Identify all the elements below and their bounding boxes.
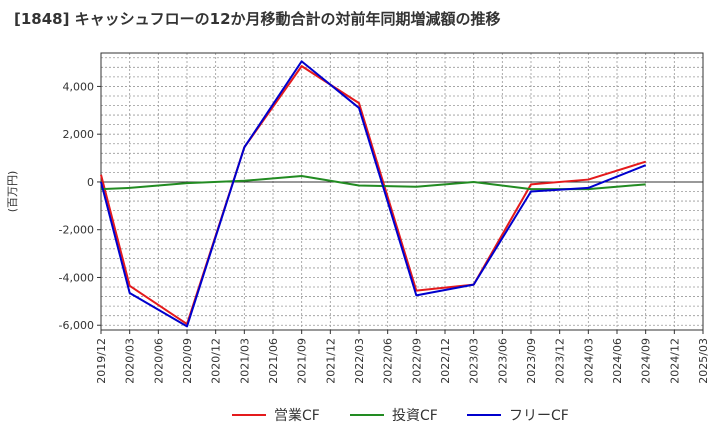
x-tick-label: 2024/09 [640,338,653,384]
x-tick-label: 2023/09 [525,338,538,384]
series-line [100,65,646,326]
x-tick-label: 2023/03 [468,338,481,384]
chart-title: [1848] キャッシュフローの12か月移動合計の対前年同期増減額の推移 [14,10,501,28]
x-tick-label: 2022/03 [353,338,366,384]
x-tick-label: 2020/03 [124,338,137,384]
legend-label: 投資CF [392,408,438,424]
series-line [100,174,646,191]
x-tick-label: 2024/03 [582,338,595,384]
x-axis-ticks: 2019/12 2020/03 2020/06 2020/09 2020/12 2021/… [95,330,710,384]
x-tick-label: 2024/12 [668,338,681,384]
y-tick-label: -4,000 [59,271,94,284]
x-tick-label: 2022/09 [410,338,423,384]
x-tick-label: 2021/06 [267,338,280,384]
x-tick-label: 2022/06 [382,338,395,384]
y-tick-label: 0 [87,176,94,189]
x-tick-label: 2020/06 [152,338,165,384]
x-tick-label: 2021/09 [296,338,309,384]
y-tick-label: -6,000 [59,319,94,332]
x-tick-label: 2022/12 [439,338,452,384]
x-tick-label: 2019/12 [95,338,108,384]
y-tick-label: 2,000 [63,128,95,141]
x-tick-label: 2020/09 [181,338,194,384]
legend-label: フリーCF [509,408,569,424]
x-tick-label: 2021/03 [238,338,251,384]
x-tick-label: 2021/12 [324,338,337,384]
x-tick-label: 2024/06 [611,338,624,384]
plot-frame [100,52,704,331]
legend-label: 営業CF [274,408,320,424]
x-tick-label: 2020/12 [210,338,223,384]
y-axis-ticks: 4,000 2,000 0 -2,000 -4,000 -6,000 [59,80,101,332]
series-line [100,60,647,328]
legend: 営業CF 投資CF フリーCF [232,408,569,424]
x-tick-label: 2025/03 [697,338,710,384]
y-tick-label: -2,000 [59,224,94,237]
y-axis-label: (百万円) [6,171,19,213]
grid-lines [100,53,704,330]
x-tick-label: 2023/06 [496,338,509,384]
x-tick-label: 2023/12 [554,338,567,384]
series-lines [100,60,647,328]
y-tick-label: 4,000 [63,80,95,93]
